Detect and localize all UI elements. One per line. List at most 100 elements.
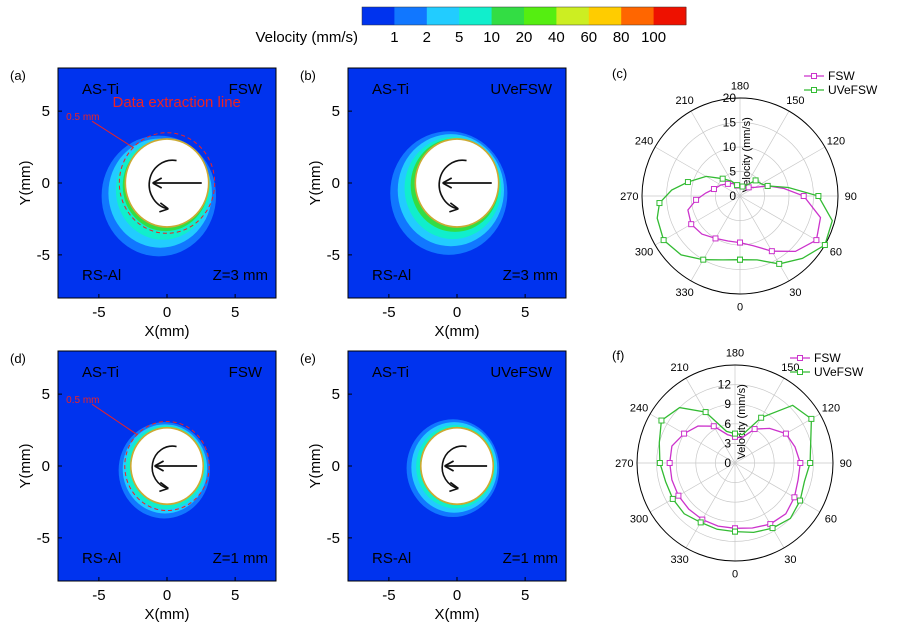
angle-label: 30 — [789, 287, 801, 299]
series-marker — [813, 237, 820, 244]
series-marker — [660, 237, 667, 244]
angle-label: 120 — [822, 403, 840, 415]
angle-label: 270 — [615, 458, 633, 470]
colorbar-swatch — [459, 7, 493, 25]
series-marker — [776, 260, 783, 267]
y-tick-label: 0 — [42, 175, 50, 192]
colorbar-swatch — [588, 7, 622, 25]
angle-label: 0 — [732, 569, 738, 581]
colorbar-frame — [361, 6, 687, 26]
rotation-arc — [151, 445, 177, 490]
colorbar-swatch — [426, 7, 460, 25]
y-tick-label: 5 — [42, 386, 50, 403]
dim-label: 0.5 mm — [66, 112, 99, 123]
x-tick-label: 0 — [453, 587, 461, 604]
series-marker — [751, 426, 758, 433]
velocity-colorbar: 1 2 5 10 20 40 60 80 100 — [361, 6, 687, 46]
polar-spoke — [734, 462, 821, 513]
x-tick-label: -5 — [382, 304, 395, 321]
series-marker — [800, 193, 807, 199]
y-tick-label: 5 — [332, 386, 340, 403]
polar-spoke — [649, 462, 736, 513]
x-tick-label: -5 — [92, 587, 105, 604]
x-tick-label: 5 — [521, 304, 529, 321]
colorbar-tick-label: 2 — [423, 29, 431, 46]
angle-label: 30 — [784, 554, 796, 566]
data-extraction-line — [118, 132, 216, 234]
x-tick-label: 5 — [231, 304, 239, 321]
polar-spoke — [654, 146, 741, 197]
polar-spoke — [685, 377, 736, 464]
legend-label: UVeFSW — [828, 83, 878, 97]
x-tick-label: 5 — [231, 587, 239, 604]
process-label: UVeFSW — [490, 364, 553, 381]
series-marker — [710, 423, 717, 430]
series-marker — [739, 183, 746, 190]
series-marker — [697, 519, 704, 526]
y-axis-label: Y(mm) — [307, 444, 324, 489]
angle-label: 240 — [635, 136, 653, 148]
y-tick-label: 0 — [332, 458, 340, 475]
panel-label: (b) — [300, 68, 316, 83]
colorbar-swatch — [362, 7, 395, 25]
dim-label: 0.5 mm — [66, 395, 99, 406]
series-line-fsw — [687, 182, 822, 253]
polar-panel-f: 0 30 60 90 120 150 180 210 240 270 300 330 0 3 6 9 12 Vel… — [612, 347, 864, 580]
series-marker — [688, 221, 695, 228]
series-marker — [666, 460, 673, 466]
x-axis-label: X(mm) — [435, 606, 480, 623]
y-axis-label: Y(mm) — [307, 161, 324, 206]
layer-label: Z=1 mm — [213, 550, 268, 567]
x-tick-label: 0 — [453, 304, 461, 321]
colorbar-swatch — [491, 7, 525, 25]
panel-label: (f) — [612, 348, 624, 363]
traverse-arrowhead — [442, 177, 453, 189]
legend-marker — [811, 73, 817, 79]
panel-label: (e) — [300, 351, 316, 366]
polar-spoke — [654, 195, 741, 246]
angle-label: 0 — [737, 302, 743, 314]
series-marker — [791, 494, 798, 501]
colorbar-tick-label: 100 — [641, 29, 666, 46]
rotation-arc — [148, 159, 177, 210]
x-axis-label: X(mm) — [435, 323, 480, 340]
series-marker — [712, 235, 719, 242]
side-label-bottom-left: RS-Al — [372, 267, 411, 284]
series-marker — [782, 430, 789, 437]
panel-label: (a) — [10, 68, 26, 83]
y-tick-label: 5 — [332, 103, 340, 120]
series-marker — [710, 186, 717, 193]
series-marker — [702, 409, 709, 416]
process-label: FSW — [229, 81, 263, 98]
series-marker — [737, 256, 743, 263]
x-axis-label: X(mm) — [145, 606, 190, 623]
angle-label: 60 — [830, 246, 842, 258]
series-marker — [684, 179, 691, 186]
panel-label: (d) — [10, 351, 26, 366]
series-marker — [807, 460, 814, 466]
legend-marker — [797, 369, 803, 375]
angle-label: 330 — [670, 554, 688, 566]
y-tick-label: -5 — [37, 247, 50, 264]
side-label-bottom-left: RS-Al — [82, 267, 121, 284]
panel-label: (c) — [612, 66, 627, 81]
side-label-top-left: AS-Ti — [82, 81, 119, 98]
colorbar-tick-label: 5 — [455, 29, 463, 46]
series-marker — [797, 497, 804, 504]
layer-label: Z=3 mm — [503, 267, 558, 284]
x-tick-label: -5 — [92, 304, 105, 321]
polar-spoke — [739, 110, 790, 197]
radial-tick-label: 3 — [724, 436, 731, 450]
series-marker — [681, 430, 688, 437]
series-marker — [815, 193, 822, 199]
polar-spoke — [734, 462, 785, 549]
layer-label: Z=1 mm — [503, 550, 558, 567]
traverse-arrowhead — [152, 177, 163, 189]
radial-tick-label: 15 — [723, 116, 737, 130]
colorbar-swatch — [556, 7, 590, 25]
series-marker — [732, 528, 738, 535]
x-tick-label: 0 — [163, 587, 171, 604]
rotation-arrowhead — [159, 481, 169, 493]
series-marker — [769, 525, 776, 532]
series-marker — [656, 460, 663, 466]
